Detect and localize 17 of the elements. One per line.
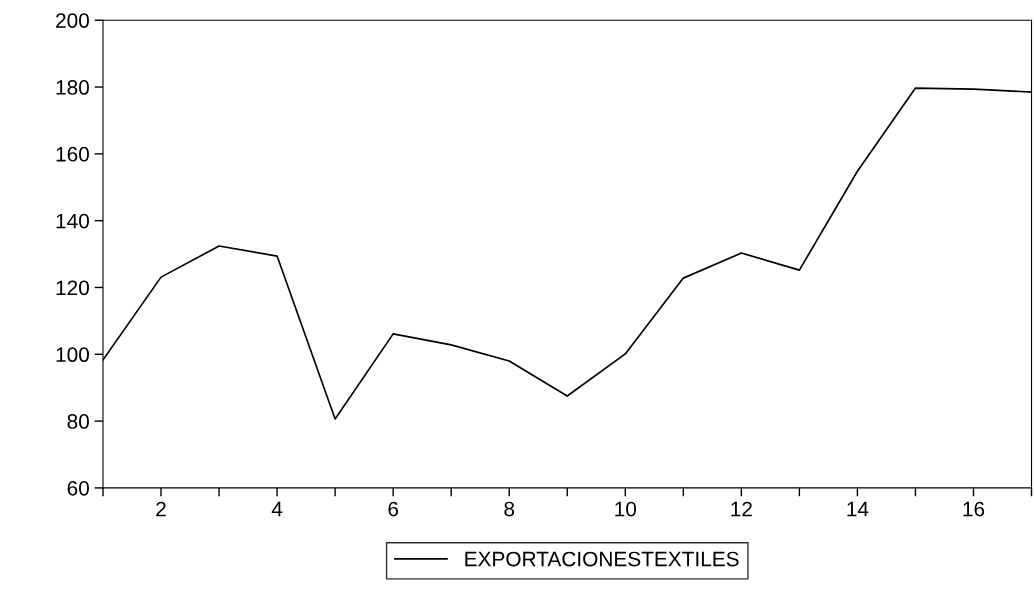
y-tick-label: 180	[56, 80, 89, 95]
x-tick-label: 12	[731, 501, 752, 517]
y-tick-label: 100	[56, 347, 89, 363]
y-tick-label: 60	[67, 480, 89, 496]
x-tick-label: 10	[615, 501, 637, 517]
x-tick-label: 6	[388, 501, 399, 517]
x-tick-label: 14	[847, 501, 869, 517]
y-tick-label: 120	[56, 280, 89, 296]
legend-label: EXPORTACIONESTEXTILES	[465, 551, 739, 567]
x-tick-label: 16	[963, 501, 985, 517]
y-tick-label: 140	[56, 213, 89, 229]
x-tick-label: 2	[156, 501, 166, 517]
y-tick-label: 80	[67, 414, 89, 429]
y-tick-label: 200	[56, 13, 89, 28]
x-tick-label: 4	[271, 501, 283, 517]
x-tick-label: 8	[504, 501, 515, 517]
y-tick-label: 160	[56, 146, 89, 162]
